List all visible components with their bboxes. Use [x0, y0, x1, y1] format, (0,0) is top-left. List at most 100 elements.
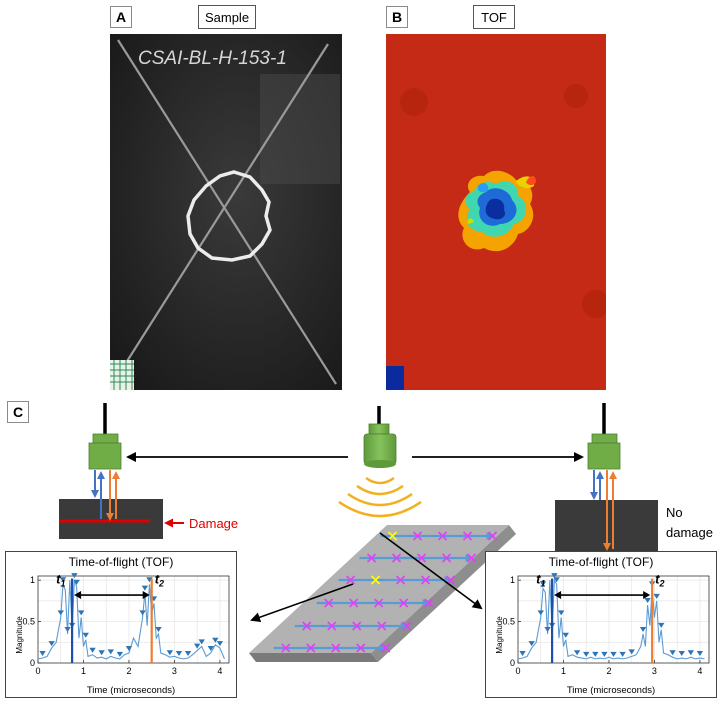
- scan-point: [306, 643, 316, 653]
- peak-marker: [658, 622, 665, 628]
- chart-title: Time-of-flight (TOF): [69, 555, 174, 569]
- y-tick-label: 1: [30, 575, 35, 585]
- selected-scan-point: [387, 531, 398, 541]
- arrow-to-left-chart: [250, 583, 354, 623]
- peak-marker: [82, 632, 89, 638]
- peak-marker: [216, 641, 224, 647]
- plot-frame: [37, 575, 230, 664]
- scan-point: [466, 553, 477, 563]
- scan-point: [402, 621, 412, 631]
- panel-a-title: Sample: [198, 5, 256, 29]
- scan-point: [391, 553, 402, 563]
- no-damage-label-2: damage: [666, 525, 713, 540]
- scribe-line: [123, 43, 329, 367]
- scan-point: [352, 621, 362, 631]
- tof-chart-damage: Time-of-flight (TOF) Magnitude Time (mic…: [5, 551, 237, 698]
- signal-series-line: [37, 579, 225, 660]
- peak-marker: [98, 650, 105, 656]
- damage-region: [458, 170, 536, 252]
- tof-chart-no-damage: Time-of-flight (TOF) Magnitude Time (mic…: [485, 551, 717, 698]
- scan-point: [412, 531, 423, 541]
- peak-marker: [573, 650, 581, 656]
- right-wave-arrows: [590, 470, 617, 551]
- scan-point: [302, 621, 312, 631]
- scan-point: [356, 643, 366, 653]
- x-tick-label: 2: [606, 666, 611, 676]
- peak-marker: [212, 637, 219, 643]
- peak-marker: [155, 627, 162, 632]
- chart-title: Time-of-flight (TOF): [549, 555, 654, 569]
- time-annotation: t2: [655, 571, 664, 588]
- x-tick-label: 1: [81, 666, 86, 676]
- peak-marker: [139, 610, 146, 616]
- time-annotation: t2: [155, 571, 164, 588]
- y-axis-label: Magnitude: [495, 616, 504, 654]
- peak-marker: [628, 649, 635, 655]
- peak-marker: [78, 610, 85, 616]
- x-tick-label: 3: [172, 666, 177, 676]
- scan-grid: [273, 531, 498, 653]
- scale-patch: [386, 366, 404, 390]
- scan-point: [281, 643, 291, 653]
- x-tick-label: 3: [652, 666, 657, 676]
- peak-marker: [166, 650, 174, 656]
- scan-point: [416, 553, 427, 563]
- peak-marker: [184, 651, 192, 657]
- peak-marker: [537, 610, 544, 616]
- peak-marker: [553, 577, 560, 583]
- tof-map: [386, 34, 606, 390]
- peak-marker: [551, 573, 558, 579]
- scan-point: [327, 621, 337, 631]
- scan-point: [349, 598, 359, 608]
- x-tick-label: 0: [35, 666, 40, 676]
- damage-outline: [186, 170, 272, 262]
- no-damage-label-1: No: [666, 505, 683, 520]
- panel-b-title: TOF: [473, 5, 515, 29]
- peak-marker: [107, 649, 114, 655]
- center-transducer: [363, 406, 397, 468]
- scan-point: [346, 575, 356, 585]
- y-tick-label: 1: [510, 575, 515, 585]
- scan-point: [424, 598, 434, 608]
- x-tick-label: 2: [126, 666, 131, 676]
- time-annotation: t1: [536, 571, 545, 588]
- peak-marker: [39, 651, 46, 657]
- y-tick-label: 0: [510, 658, 515, 668]
- signal-series-line: [517, 578, 705, 660]
- panel-a-letter: A: [110, 6, 132, 28]
- ultrasound-waves: [338, 476, 422, 518]
- scan-point: [381, 643, 391, 653]
- x-tick-label: 4: [697, 666, 702, 676]
- x-axis-label: Time (microseconds): [87, 685, 175, 696]
- peak-marker: [528, 641, 535, 647]
- y-tick-label: 0.5: [502, 617, 515, 627]
- scan-point: [441, 553, 452, 563]
- plot-frame: [517, 575, 710, 664]
- selected-scan-point: [371, 575, 381, 585]
- damage-label: Damage: [189, 516, 238, 531]
- peak-marker: [619, 651, 626, 657]
- panel-b-letter: B: [386, 6, 408, 28]
- scan-point: [421, 575, 431, 585]
- arrow-to-right-chart: [379, 532, 483, 610]
- peak-marker: [639, 627, 647, 632]
- peak-marker: [539, 581, 547, 587]
- peak-marker: [116, 651, 124, 657]
- peak-marker: [687, 650, 695, 656]
- peak-marker: [57, 610, 64, 616]
- time-annotation: t1: [56, 571, 65, 588]
- peak-marker: [175, 651, 183, 657]
- peak-marker: [125, 646, 133, 652]
- peak-marker: [73, 579, 80, 585]
- left-transducer: [88, 403, 122, 470]
- scan-point: [377, 621, 387, 631]
- peak-marker: [48, 641, 55, 647]
- left-wave-arrows: [91, 470, 120, 521]
- scan-point: [374, 598, 384, 608]
- scan-point: [324, 598, 334, 608]
- tof-arrowhead: [142, 591, 150, 600]
- peak-marker: [644, 598, 651, 603]
- tof-arrowhead: [554, 591, 562, 600]
- peak-marker: [198, 639, 205, 645]
